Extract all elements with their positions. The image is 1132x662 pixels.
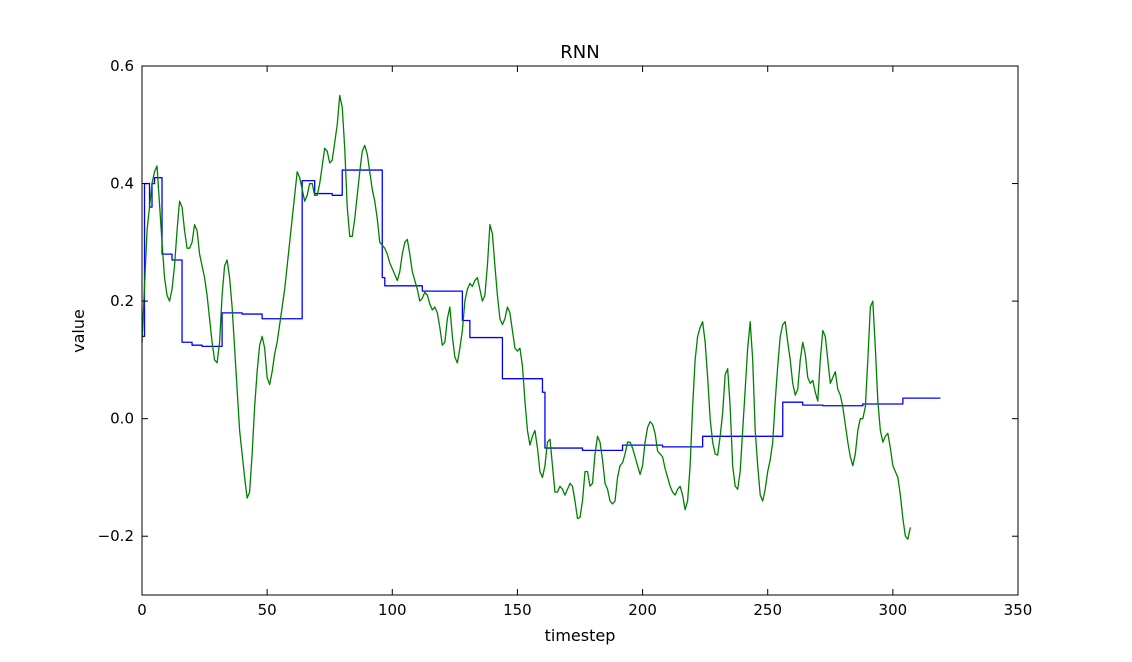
plot-frame <box>141 65 1019 596</box>
y-tick-label: 0.2 <box>110 292 134 310</box>
x-tick-label: 150 <box>503 601 532 619</box>
y-tick-label: 0.4 <box>110 175 134 193</box>
series-layer <box>141 94 941 540</box>
chart-title: RNN <box>560 42 599 63</box>
x-tick-label: 50 <box>258 601 277 619</box>
x-tick-label: 350 <box>1004 601 1033 619</box>
y-tick-label: −0.2 <box>98 527 134 545</box>
x-tick-label: 100 <box>378 601 407 619</box>
y-tick-label: 0.6 <box>110 57 134 75</box>
x-axis-label: timestep <box>545 626 616 645</box>
x-tick-label: 0 <box>137 601 147 619</box>
y-tick-label: 0.0 <box>110 410 134 428</box>
y-axis-ticks: −0.2 0.0 0.2 0.4 0.6 <box>98 57 1018 545</box>
plot-area <box>141 65 1019 596</box>
y-axis-label: value <box>69 309 88 353</box>
x-tick-label: 200 <box>628 601 657 619</box>
x-tick-label: 300 <box>879 601 908 619</box>
x-axis-ticks: 0 50 100 150 200 250 300 350 <box>137 66 1032 619</box>
series-line-1 <box>142 169 941 452</box>
series-line-2 <box>141 94 912 540</box>
x-tick-label: 250 <box>753 601 782 619</box>
